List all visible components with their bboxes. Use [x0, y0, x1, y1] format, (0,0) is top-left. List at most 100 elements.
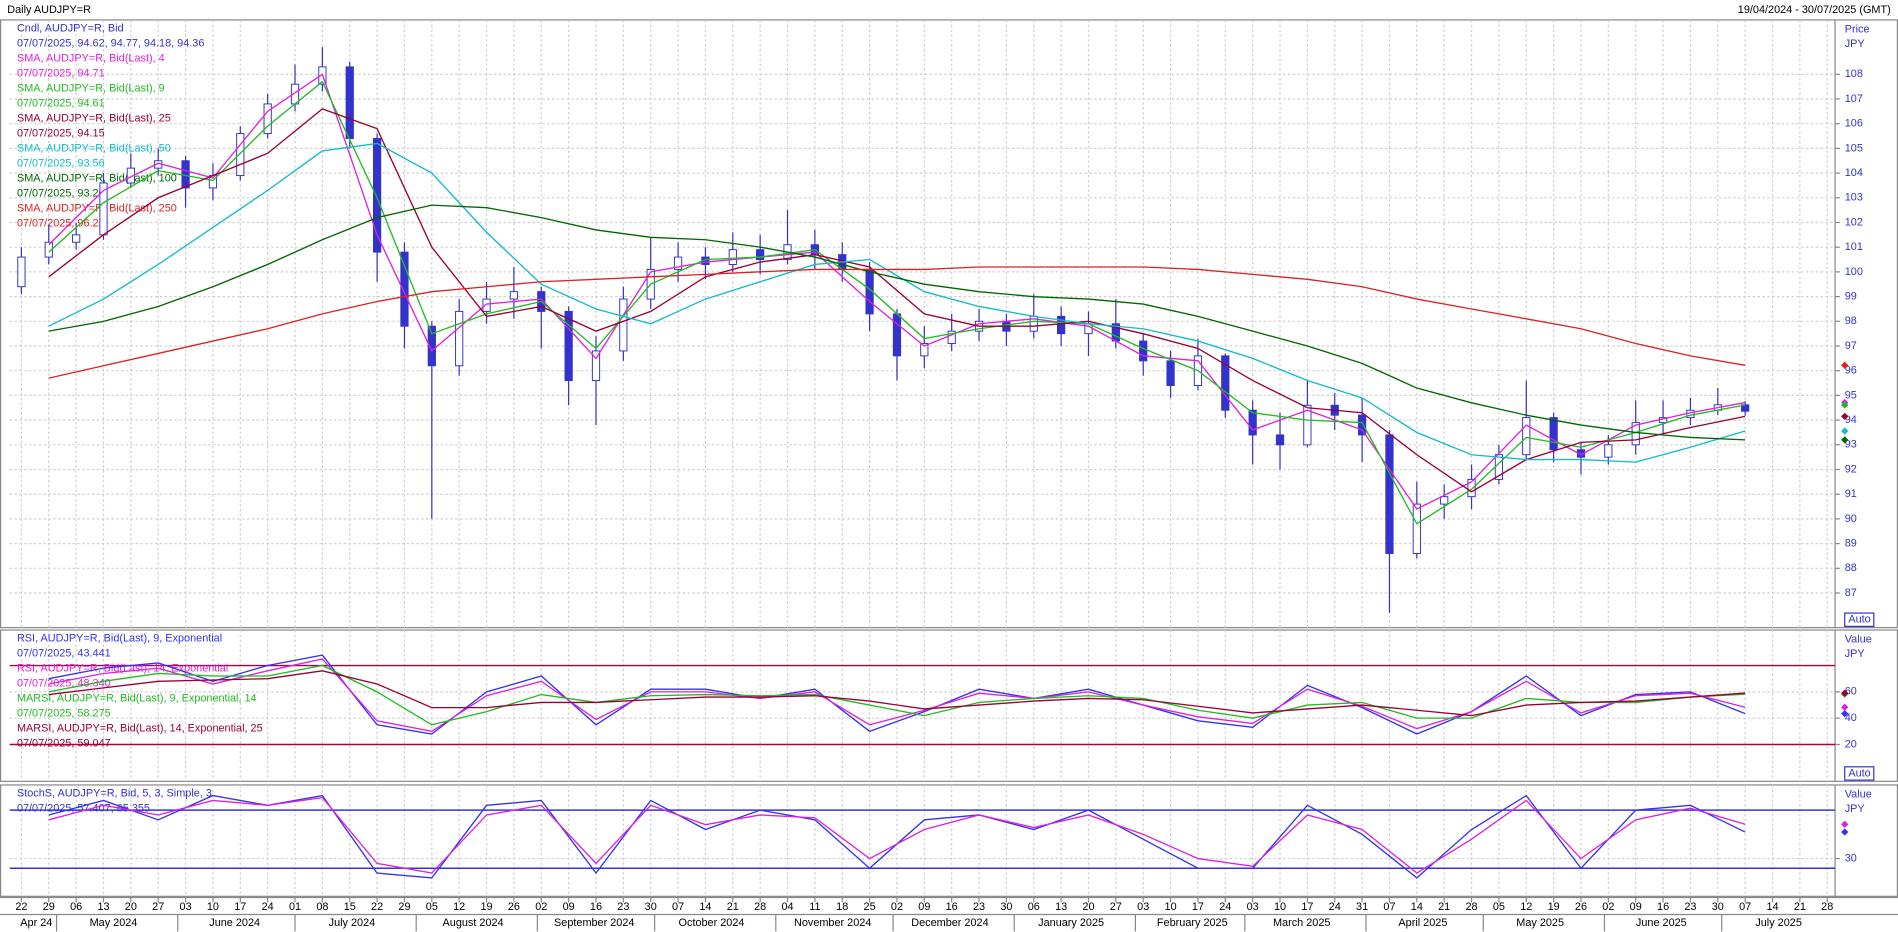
month-label: July 2024 — [329, 917, 376, 929]
y-tick-label: 107 — [1845, 93, 1863, 105]
x-tick-label: 03 — [1137, 901, 1149, 913]
legend-name: SMA, AUDJPY=R, Bid(Last), 50 — [17, 142, 171, 154]
x-tick-label: 09 — [563, 901, 575, 913]
x-tick-label: 24 — [1219, 901, 1231, 913]
legend-name: RSI, AUDJPY=R, Bid(Last), 14, Exponentia… — [17, 662, 228, 674]
y-tick-label: 88 — [1845, 562, 1857, 574]
x-tick-label: 21 — [1794, 901, 1806, 913]
legend-name: MARSI, AUDJPY=R, Bid(Last), 9, Exponenti… — [17, 692, 257, 704]
legend-name: MARSI, AUDJPY=R, Bid(Last), 14, Exponent… — [17, 722, 263, 734]
auto-button-label[interactable]: Auto — [1848, 614, 1870, 626]
legend-value: 07/07/2025, 43.441 — [17, 647, 111, 659]
x-tick-label: 23 — [973, 901, 985, 913]
x-tick-label: 20 — [1082, 901, 1094, 913]
candle-body — [372, 138, 382, 253]
x-tick-label: 31 — [1356, 901, 1368, 913]
candle-body — [17, 256, 26, 288]
month-label: July 2025 — [1755, 917, 1802, 929]
x-tick-label: 08 — [316, 901, 328, 913]
legend-value: 07/07/2025, 96.22 — [17, 217, 105, 229]
x-tick-label: 03 — [180, 901, 192, 913]
panel-frame — [0, 19, 1898, 629]
candle-body — [482, 298, 491, 312]
panel-frame — [0, 629, 1898, 782]
candle-body — [728, 249, 737, 265]
series-line — [48, 204, 1746, 441]
x-tick-label: 06 — [1028, 901, 1040, 913]
y-axis-unit: JPY — [1845, 803, 1866, 815]
auto-button[interactable] — [1844, 612, 1875, 627]
y-tick-label: 30 — [1845, 852, 1857, 864]
y-tick-label: 102 — [1845, 216, 1863, 228]
series-line — [48, 142, 1746, 463]
y-tick-label: 96 — [1845, 365, 1857, 377]
month-label: January 2025 — [1038, 917, 1104, 929]
legend-value: 07/07/2025, 94.62, 94.77, 94.18, 94.36 — [17, 37, 204, 49]
legend-name: StochS, AUDJPY=R, Bid, 5, 3, Simple, 3 — [17, 787, 212, 799]
x-tick-label: 18 — [836, 901, 848, 913]
y-tick-label: 20 — [1845, 738, 1857, 750]
x-tick-label: 29 — [43, 901, 55, 913]
x-tick-label: 27 — [1110, 901, 1122, 913]
x-tick-label: 17 — [1192, 901, 1204, 913]
y-tick-label: 104 — [1845, 167, 1863, 179]
candle-body — [1549, 417, 1558, 451]
x-tick-label: 07 — [1383, 901, 1395, 913]
candle-body — [1139, 340, 1148, 362]
legend-value: 07/07/2025, 59.047 — [17, 737, 111, 749]
auto-button[interactable] — [1844, 766, 1875, 781]
x-tick-label: 04 — [781, 901, 793, 913]
candle-body — [1275, 434, 1285, 446]
x-tick-label: 15 — [344, 901, 356, 913]
last-value-marker — [1841, 828, 1849, 836]
month-label: December 2024 — [911, 917, 988, 929]
x-tick-label: 21 — [727, 901, 739, 913]
x-tick-label: 13 — [1055, 901, 1067, 913]
x-tick-label: 03 — [1247, 901, 1259, 913]
candle-body — [263, 103, 272, 135]
x-tick-label: 30 — [1000, 901, 1012, 913]
x-tick-label: 28 — [1821, 901, 1833, 913]
x-tick-label: 09 — [1630, 901, 1642, 913]
auto-button-label[interactable]: Auto — [1848, 767, 1870, 779]
month-label: February 2025 — [1157, 917, 1228, 929]
series-line — [48, 670, 1746, 717]
x-tick-label: 14 — [699, 901, 711, 913]
x-tick-label: 24 — [1329, 901, 1341, 913]
legend-name: RSI, AUDJPY=R, Bid(Last), 9, Exponential — [17, 632, 222, 644]
month-label: April 2025 — [1398, 917, 1447, 929]
candle-body — [1522, 417, 1531, 456]
last-value-marker — [1841, 710, 1849, 718]
x-tick-label: 10 — [207, 901, 219, 913]
legend-value: 07/07/2025, 94.15 — [17, 127, 105, 139]
x-tick-label: 30 — [645, 901, 657, 913]
candle-body — [345, 66, 354, 139]
candle-body — [1741, 404, 1750, 412]
month-label: Apr 24 — [20, 917, 52, 929]
y-axis-unit: JPY — [1845, 648, 1866, 660]
legend-value: 07/07/2025, 58.275 — [17, 707, 111, 719]
x-tick-label: 11 — [809, 901, 820, 913]
candle-body — [509, 291, 519, 300]
month-label: September 2024 — [554, 917, 634, 929]
series-line — [48, 80, 1746, 525]
x-tick-label: 24 — [262, 901, 274, 913]
legend-value: 07/07/2025, 93.56 — [17, 157, 105, 169]
candle-body — [1440, 496, 1449, 505]
month-label: June 2025 — [1636, 917, 1687, 929]
candle-body — [72, 234, 81, 243]
y-tick-label: 97 — [1845, 340, 1857, 352]
series-line — [48, 796, 1746, 874]
candle-body — [756, 249, 765, 261]
x-tick-label: 07 — [672, 901, 684, 913]
x-tick-label: 23 — [617, 901, 629, 913]
x-tick-label: 12 — [1520, 901, 1532, 913]
candle-body — [236, 133, 245, 177]
month-label: June 2024 — [209, 917, 260, 929]
candle-body — [1248, 409, 1257, 436]
legend-name: Cndl, AUDJPY=R, Bid — [17, 22, 124, 34]
series-line — [48, 664, 1746, 726]
y-tick-label: 106 — [1845, 118, 1863, 130]
